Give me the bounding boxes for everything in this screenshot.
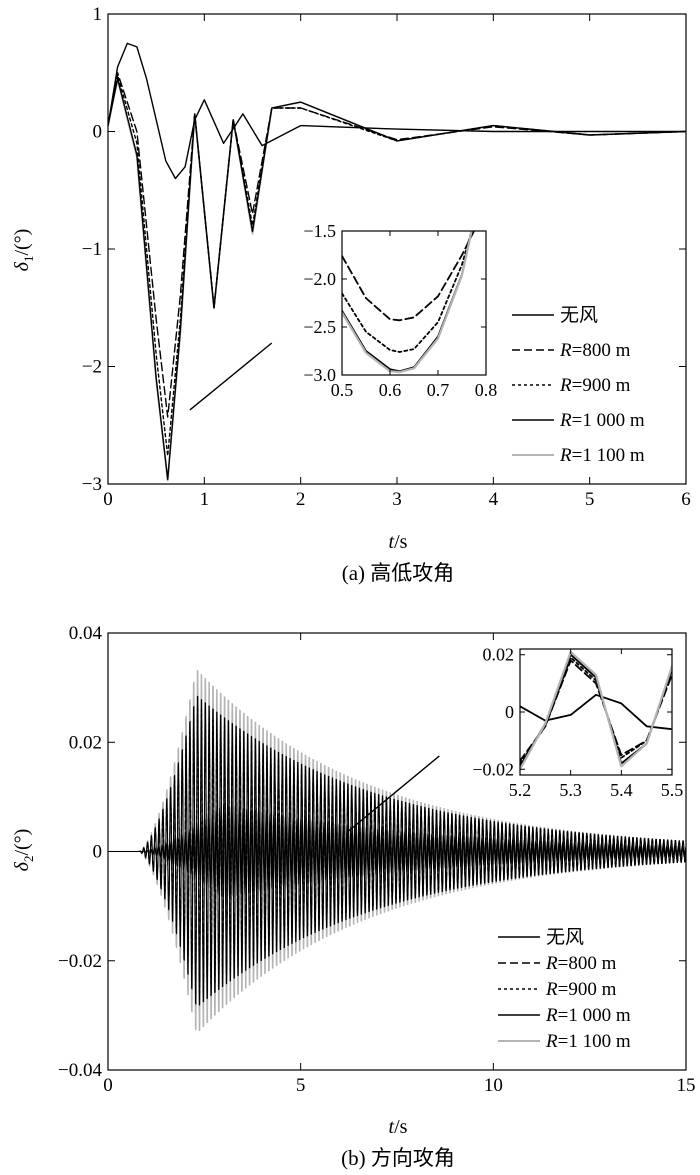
- panel-a-y-tick-label-1: 0: [93, 122, 103, 143]
- panel-a-x-axis-title: t/s: [389, 531, 408, 553]
- panel-b-caption: (b) 方向攻角: [341, 1146, 455, 1170]
- panel-b-inset-x-tick-label-2: 5.4: [610, 780, 633, 800]
- panel-a-zoom-pointer: [189, 342, 273, 411]
- panel-a-line-1: [108, 72, 686, 418]
- panel-a-y-tick-label-3: −2: [82, 357, 102, 378]
- panel-a-inset-line-1: [342, 231, 473, 353]
- panel-b-line-1: [108, 716, 686, 986]
- panel-a-legend-label-0: 无风: [560, 305, 598, 326]
- panel-b-inset-line-4: [520, 650, 672, 771]
- panel-b-inset-x-tick-label-1: 5.3: [559, 780, 582, 800]
- panel-b-x-tick-label-0: 0: [103, 1075, 113, 1096]
- panel-a-line-0: [108, 42, 686, 180]
- panel-b-legend-label-4: R=1 100 m: [545, 1031, 631, 1052]
- panel-a-x-tick-label-3: 3: [392, 489, 402, 510]
- panel-b-legend-label-0: 无风: [546, 927, 584, 948]
- panel-a-x-tick-label-0: 0: [103, 489, 113, 510]
- panel-a-inset-y-tick-label-2: −2.5: [303, 317, 336, 337]
- panel-a-y-tick-label-4: −3: [82, 474, 102, 495]
- panel-a-inset-y-tick-label-1: −2.0: [303, 269, 336, 289]
- panel-b-inset-y-tick-label-0: 0.02: [483, 645, 515, 665]
- panel-a-legend-label-2: R=900 m: [559, 375, 631, 396]
- panel-b-y-tick-label-1: 0.02: [69, 732, 102, 753]
- panel-a-x-tick-label-6: 6: [681, 489, 691, 510]
- panel-b-inset-y-tick-label-2: −0.02: [472, 759, 514, 779]
- panel-a-inset-plot-frame: [341, 230, 487, 376]
- panel-a-x-tick-label-5: 5: [585, 489, 595, 510]
- panel-a-legend-label-4: R=1 100 m: [559, 445, 645, 466]
- panel-b-y-tick-label-2: 0: [93, 842, 103, 863]
- panel-b-y-axis-title: δ2/(°): [11, 829, 36, 872]
- panel-b-legend-label-2: R=900 m: [545, 979, 617, 1000]
- panel-a-caption: (a) 高低攻角: [342, 561, 455, 585]
- panel-b-inset-series-group: [520, 650, 672, 771]
- panel-b-chart: (b) 方向攻角 t/s δ2/(°) 0 5 10 15 0.04 0.02 0 −0.02…: [11, 623, 696, 1170]
- panel-a-inset-x-tick-label-2: 0.7: [427, 380, 450, 400]
- panel-a-chart: (a) 高低攻角 t/s δ1/(°) 0 1 2 3 4 5 6 1 0 −1 −2 −3 0.5 0.…: [11, 4, 691, 585]
- panel-b-zoom-pointer: [346, 755, 440, 833]
- panel-b-x-tick-label-1: 5: [296, 1075, 306, 1096]
- panel-a-inset-x-tick-label-1: 0.6: [379, 380, 402, 400]
- panel-b-inset-x-tick-label-0: 5.2: [509, 780, 532, 800]
- panel-a-legend-label-3: R=1 000 m: [559, 410, 645, 431]
- panel-a-inset-background: [342, 231, 486, 375]
- panel-a-y-axis-title: δ1/(°): [11, 229, 36, 272]
- panel-a-x-tick-label-4: 4: [489, 489, 499, 510]
- panel-b-y-tick-label-0: 0.04: [69, 623, 103, 644]
- panel-b-inset-x-tick-label-3: 5.5: [661, 780, 684, 800]
- panel-a-inset-y-tick-label-0: −1.5: [303, 221, 336, 241]
- panel-a-inset-series-group: [342, 231, 475, 374]
- panel-b-line-0: [108, 803, 686, 899]
- panel-a-inset-line-3: [342, 231, 473, 374]
- panel-a-inset-x-tick-label-3: 0.8: [475, 380, 498, 400]
- panel-b-inset-y-tick-label-1: 0: [505, 702, 514, 722]
- panel-a-series-group: [108, 42, 686, 482]
- panel-a-y-tick-label-2: −1: [82, 239, 102, 260]
- panel-a-inset-line-0: [342, 231, 475, 322]
- panel-b-series-group: [108, 669, 686, 1032]
- panel-a-x-tick-label-1: 1: [200, 489, 210, 510]
- panel-b-legend-label-1: R=800 m: [545, 953, 617, 974]
- panel-b-legend-label-3: R=1 000 m: [545, 1005, 631, 1026]
- panel-b-y-tick-label-4: −0.04: [58, 1060, 102, 1081]
- panel-b-x-tick-label-2: 10: [484, 1075, 503, 1096]
- panel-a-x-tick-label-2: 2: [296, 489, 306, 510]
- panel-a-inset-x-tick-label-0: 0.5: [331, 380, 354, 400]
- panel-b-x-tick-label-3: 15: [677, 1075, 696, 1096]
- panel-b-x-axis-title: t/s: [389, 1116, 408, 1138]
- panel-a-legend-label-1: R=800 m: [559, 340, 631, 361]
- panel-b-inset-background: [520, 649, 672, 775]
- panel-b-y-tick-label-3: −0.02: [58, 951, 102, 972]
- panel-a-y-tick-label-0: 1: [93, 4, 103, 25]
- panel-a-inset-y-tick-label-3: −3.0: [303, 365, 336, 385]
